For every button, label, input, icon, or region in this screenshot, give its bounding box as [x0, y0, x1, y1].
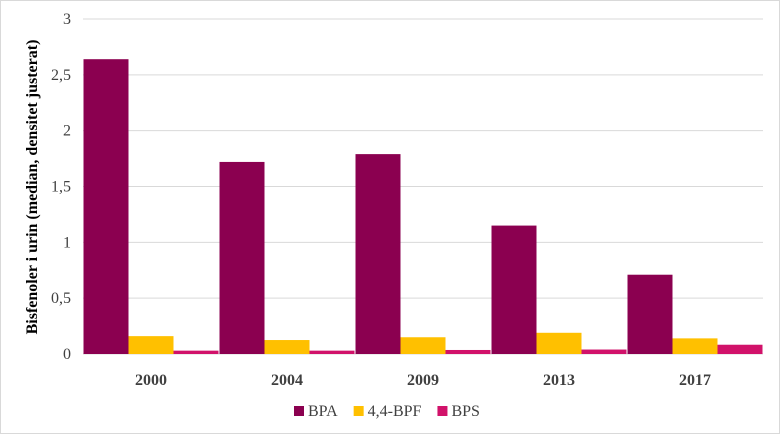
bar-bps-2004	[309, 350, 355, 354]
bar-bpa-2004	[219, 161, 265, 354]
bar-bps-2009	[445, 349, 491, 354]
legend-swatch-bpa	[294, 406, 304, 416]
y-tick-label: 2	[63, 123, 71, 140]
y-tick-label: 1	[63, 234, 71, 251]
bar-4-4-bpf-2009	[400, 337, 446, 354]
y-tick-label: 2,5	[51, 67, 71, 84]
bar-bpa-2000	[83, 59, 129, 354]
x-tick-label: 2013	[543, 372, 575, 389]
bar-bpa-2013	[491, 225, 537, 354]
bar-bps-2017	[717, 344, 763, 354]
x-tick-label: 2004	[271, 372, 303, 389]
legend-label: BPA	[308, 403, 338, 420]
y-tick-label: 0,5	[51, 290, 71, 307]
bar-4-4-bpf-2000	[128, 336, 174, 354]
x-tick-label: 2000	[135, 372, 167, 389]
bar-bpa-2017	[627, 274, 673, 354]
bar-bps-2000	[173, 350, 219, 354]
y-tick-label: 1,5	[51, 179, 71, 196]
y-axis-label: Bisfenoler i urin (median, densitet just…	[24, 40, 41, 335]
bar-bpa-2009	[355, 154, 401, 354]
bar-4-4-bpf-2017	[672, 338, 718, 354]
legend-label: BPS	[451, 403, 479, 420]
bar-bps-2013	[581, 349, 627, 354]
legend-swatch-bps	[437, 406, 448, 416]
legend-label: 4,4-BPF	[368, 403, 422, 420]
x-tick-label: 2017	[679, 372, 711, 389]
y-tick-label: 3	[63, 11, 71, 28]
bar-4-4-bpf-2004	[264, 340, 310, 354]
x-tick-label: 2009	[407, 372, 439, 389]
bar-4-4-bpf-2013	[536, 332, 582, 354]
y-tick-label: 0	[63, 346, 71, 363]
legend-swatch-4-4-bpf	[353, 406, 364, 416]
